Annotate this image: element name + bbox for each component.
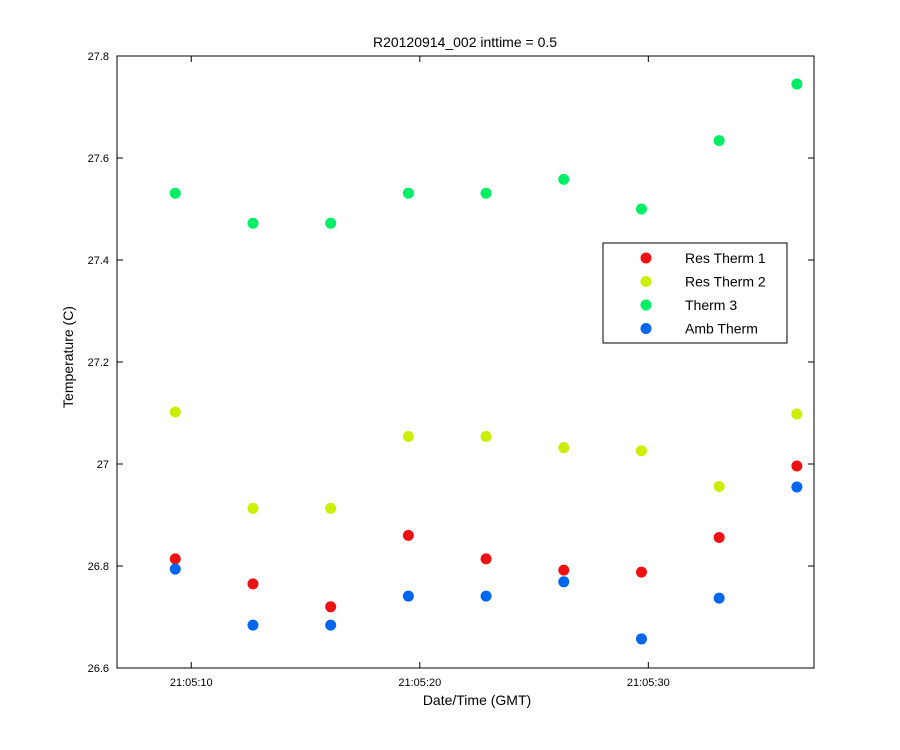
y-tick-label: 27 xyxy=(97,459,109,471)
y-tick-label: 26.6 xyxy=(88,663,109,675)
x-tick-label: 21:05:20 xyxy=(398,677,441,689)
chart-title: R20120914_002 inttime = 0.5 xyxy=(373,34,557,50)
data-point xyxy=(635,203,647,215)
x-tick-label: 21:05:30 xyxy=(627,677,670,689)
legend-entry: Res Therm 1 xyxy=(640,250,766,266)
data-point xyxy=(402,590,414,602)
ticks-layer: 21:05:10 21:05:20 21:05:30 26.6 26.8 27 27.2 27… xyxy=(88,51,814,689)
legend-entry: Res Therm 2 xyxy=(640,274,766,290)
data-point xyxy=(247,619,259,631)
data-point xyxy=(325,217,337,229)
data-point xyxy=(480,430,492,442)
legend-label: Res Therm 2 xyxy=(685,274,766,290)
data-point xyxy=(558,564,570,576)
data-point xyxy=(480,553,492,565)
data-point xyxy=(480,187,492,199)
data-point xyxy=(635,445,647,457)
data-point xyxy=(713,531,725,543)
legend-marker xyxy=(640,323,652,334)
data-point xyxy=(480,590,492,602)
data-point xyxy=(791,78,803,90)
data-point xyxy=(635,633,647,645)
data-point xyxy=(247,578,259,590)
data-point xyxy=(402,187,414,199)
data-point xyxy=(635,566,647,578)
y-tick-label: 27.4 xyxy=(88,255,109,267)
data-point xyxy=(402,529,414,541)
data-point xyxy=(402,430,414,442)
legend-entry: Therm 3 xyxy=(640,297,737,313)
data-point xyxy=(325,502,337,514)
legend-box xyxy=(602,242,788,344)
legend-label: Amb Therm xyxy=(685,321,758,337)
data-point xyxy=(713,480,725,492)
legend-entries: Res Therm 1 Res Therm 2 Therm 3 Amb Therm xyxy=(640,250,766,337)
data-point xyxy=(791,481,803,493)
y-tick-label: 27.8 xyxy=(88,51,109,63)
series-amb-therm xyxy=(169,481,803,645)
data-point xyxy=(791,460,803,472)
data-point xyxy=(325,601,337,613)
x-axis-label: Date/Time (GMT) xyxy=(423,692,531,708)
data-point xyxy=(713,135,725,147)
data-point xyxy=(169,553,181,565)
data-point xyxy=(558,173,570,185)
legend-label: Therm 3 xyxy=(685,297,737,313)
data-point xyxy=(247,217,259,229)
data-point xyxy=(169,187,181,199)
data-point xyxy=(325,619,337,631)
series-therm-3 xyxy=(169,78,803,229)
data-point xyxy=(791,408,803,420)
legend-marker xyxy=(640,276,652,287)
y-axis-label: Temperature (C) xyxy=(60,306,76,408)
legend-entry: Amb Therm xyxy=(640,321,758,337)
y-tick-label: 27.2 xyxy=(88,357,109,369)
y-tick-label: 27.6 xyxy=(88,153,109,165)
data-point xyxy=(713,592,725,604)
data-point xyxy=(169,406,181,418)
y-tick-label: 26.8 xyxy=(88,561,109,573)
data-point xyxy=(558,576,570,588)
x-tick-label: 21:05:10 xyxy=(170,677,213,689)
legend: Res Therm 1 Res Therm 2 Therm 3 Amb Therm xyxy=(602,242,788,344)
data-point xyxy=(247,502,259,514)
legend-marker xyxy=(640,252,652,264)
legend-marker xyxy=(640,299,652,311)
points-layer xyxy=(169,78,803,645)
legend-label: Res Therm 1 xyxy=(685,250,766,266)
series-res-therm-2 xyxy=(169,406,803,514)
series-res-therm-1 xyxy=(169,460,803,613)
data-point xyxy=(169,563,181,575)
plot-area xyxy=(116,55,815,669)
data-point xyxy=(558,442,570,454)
